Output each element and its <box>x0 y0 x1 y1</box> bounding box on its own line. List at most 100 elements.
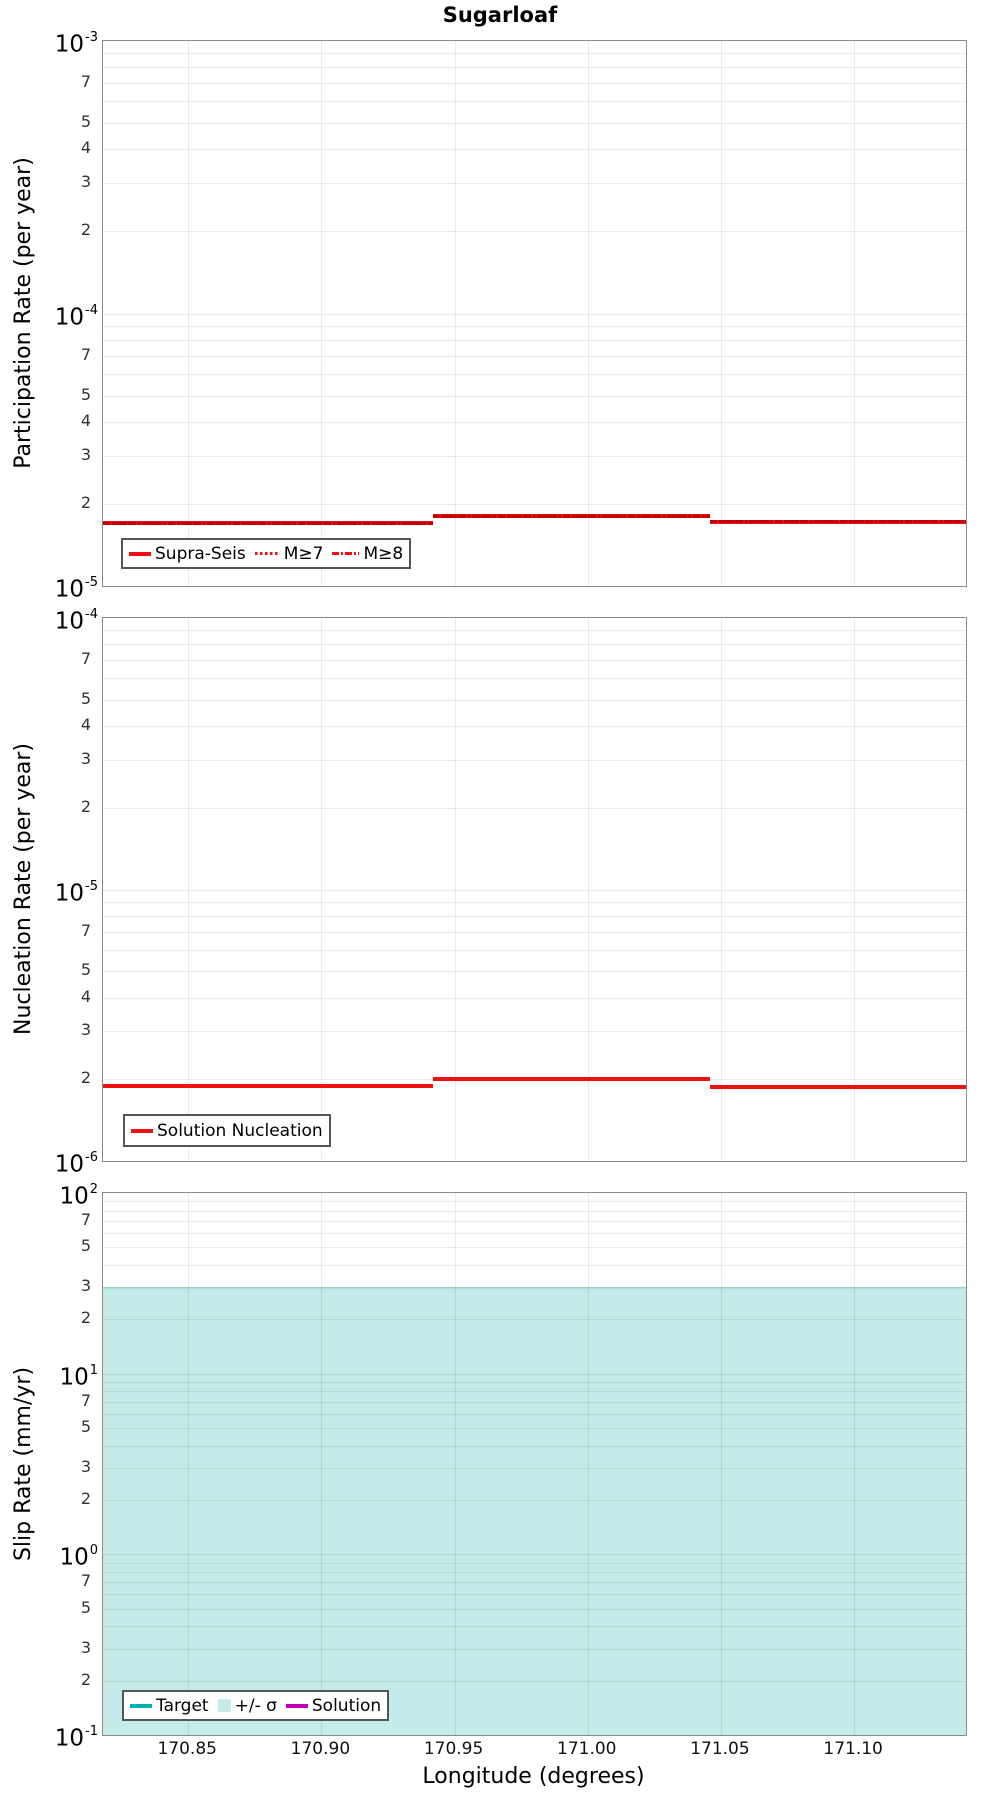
x-tick-label: 170.90 <box>290 1739 351 1759</box>
legend-item-sigma: +/- σ <box>217 1695 277 1716</box>
legend-label-m8: M≥8 <box>363 543 404 564</box>
y-decade-tick-label: 10-1 <box>54 1724 98 1752</box>
y-gridline <box>103 1499 966 1501</box>
y-gridline <box>103 1445 966 1447</box>
x-gridline <box>854 41 856 586</box>
y-gridline <box>103 807 966 809</box>
y-gridline <box>103 1381 966 1383</box>
y-gridline <box>103 1391 966 1393</box>
x-gridline <box>454 41 456 586</box>
y-gridline <box>103 1582 966 1584</box>
supra-seis-line-swatch-icon <box>129 551 151 556</box>
y-gridline <box>103 395 966 397</box>
legend-item-solution-nucleation: Solution Nucleation <box>131 1121 323 1141</box>
y-gridline <box>103 1608 966 1610</box>
series-segment-Solution Nucleation <box>103 1083 434 1088</box>
y-gridline <box>103 53 966 55</box>
y-gridline <box>103 997 966 999</box>
y-gridline <box>103 67 966 69</box>
y-gridline <box>103 1247 966 1249</box>
y-gridline <box>103 183 966 185</box>
y-gridline <box>103 1562 966 1564</box>
y-gridline <box>103 339 966 341</box>
x-tick-label: 171.05 <box>690 1739 750 1759</box>
x-gridline <box>321 618 323 1161</box>
legend-item-m8: M≥8 <box>332 544 403 564</box>
legend-nucleation: Solution Nucleation <box>123 1114 331 1147</box>
legend-item-target: Target <box>130 1696 209 1716</box>
y-gridline <box>103 759 966 761</box>
sigma-band-top-edge <box>103 1287 966 1290</box>
solution-line-swatch-icon <box>285 1703 308 1708</box>
y-gridline <box>103 699 966 701</box>
participation-rate-plot <box>102 40 967 587</box>
x-gridline <box>454 618 456 1161</box>
legend-label-solution: Solution <box>311 1695 382 1716</box>
y-gridline <box>103 355 966 357</box>
x-gridline <box>854 1193 856 1735</box>
y-gridline <box>103 1428 966 1430</box>
y-gridline <box>103 1287 966 1289</box>
x-tick-label: 170.95 <box>423 1739 484 1759</box>
y-gridline <box>103 455 966 457</box>
y-gridline <box>103 1648 966 1650</box>
x-gridline <box>188 1193 190 1735</box>
y-decade-tick-label: 102 <box>59 1182 98 1210</box>
legend-item-supra-seis: Supra-Seis <box>129 544 246 564</box>
legend-label-solution-nucleation: Solution Nucleation <box>157 1120 323 1141</box>
y-gridline <box>103 1220 966 1222</box>
slip-rate-plot <box>102 1192 967 1736</box>
x-gridline <box>188 41 190 586</box>
legend-label-sigma: +/- σ <box>234 1695 277 1716</box>
y-gridline <box>103 231 966 233</box>
y-decade-tick-label: 10-3 <box>54 30 98 58</box>
x-axis-title: Longitude (degrees) <box>422 1764 645 1789</box>
series-segment-M≥8 <box>433 514 711 518</box>
legend-label-m7: M≥7 <box>283 543 324 564</box>
m7-dotted-line-swatch-icon <box>254 552 280 555</box>
series-segment-M≥8 <box>103 521 434 525</box>
y-gridline <box>103 1210 966 1212</box>
y-gridline <box>103 644 966 646</box>
y-gridline <box>103 1626 966 1628</box>
legend-item-solution: Solution <box>285 1695 382 1716</box>
y-minor-tick-label: 7 <box>80 649 91 669</box>
y-gridline <box>103 373 966 375</box>
y-axis-title-slip-rate: Slip Rate (mm/yr) <box>11 1366 36 1562</box>
y-gridline <box>103 660 966 662</box>
y-gridline <box>103 1233 966 1235</box>
y-axis-title-nucleation: Nucleation Rate (per year) <box>11 743 36 1035</box>
x-gridline <box>854 618 856 1161</box>
legend-item-m7: M≥7 <box>254 543 324 564</box>
x-gridline <box>587 618 589 1161</box>
y-gridline <box>103 901 966 903</box>
y-gridline <box>103 678 966 680</box>
x-gridline <box>720 618 722 1161</box>
target-line-swatch-icon <box>130 1703 152 1708</box>
y-gridline-decade <box>103 1373 966 1375</box>
y-gridline <box>103 149 966 151</box>
x-gridline <box>321 1193 323 1735</box>
y-gridline <box>103 1319 966 1321</box>
y-gridline <box>103 503 966 505</box>
y-gridline <box>103 83 966 85</box>
y-gridline-decade <box>103 313 966 315</box>
y-gridline <box>103 1594 966 1596</box>
series-segment-Solution Nucleation <box>710 1084 966 1089</box>
x-gridline <box>321 41 323 586</box>
y-decade-tick-label: 10-4 <box>54 607 98 635</box>
legend-participation: Supra-Seis M≥7 M≥8 <box>121 538 412 569</box>
y-decade-tick-label: 10-6 <box>54 1150 98 1178</box>
y-gridline <box>103 1413 966 1415</box>
y-gridline <box>103 1680 966 1682</box>
x-tick-label: 170.85 <box>157 1739 217 1759</box>
legend-slip-rate: Target +/- σ Solution <box>122 1690 390 1721</box>
y-gridline-decade <box>103 889 966 891</box>
y-decade-tick-label: 10-5 <box>54 575 98 603</box>
series-segment-M≥8 <box>710 520 966 524</box>
x-gridline <box>587 1193 589 1735</box>
solution-nucleation-line-swatch-icon <box>131 1128 153 1133</box>
y-gridline <box>103 1401 966 1403</box>
x-gridline <box>188 618 190 1161</box>
